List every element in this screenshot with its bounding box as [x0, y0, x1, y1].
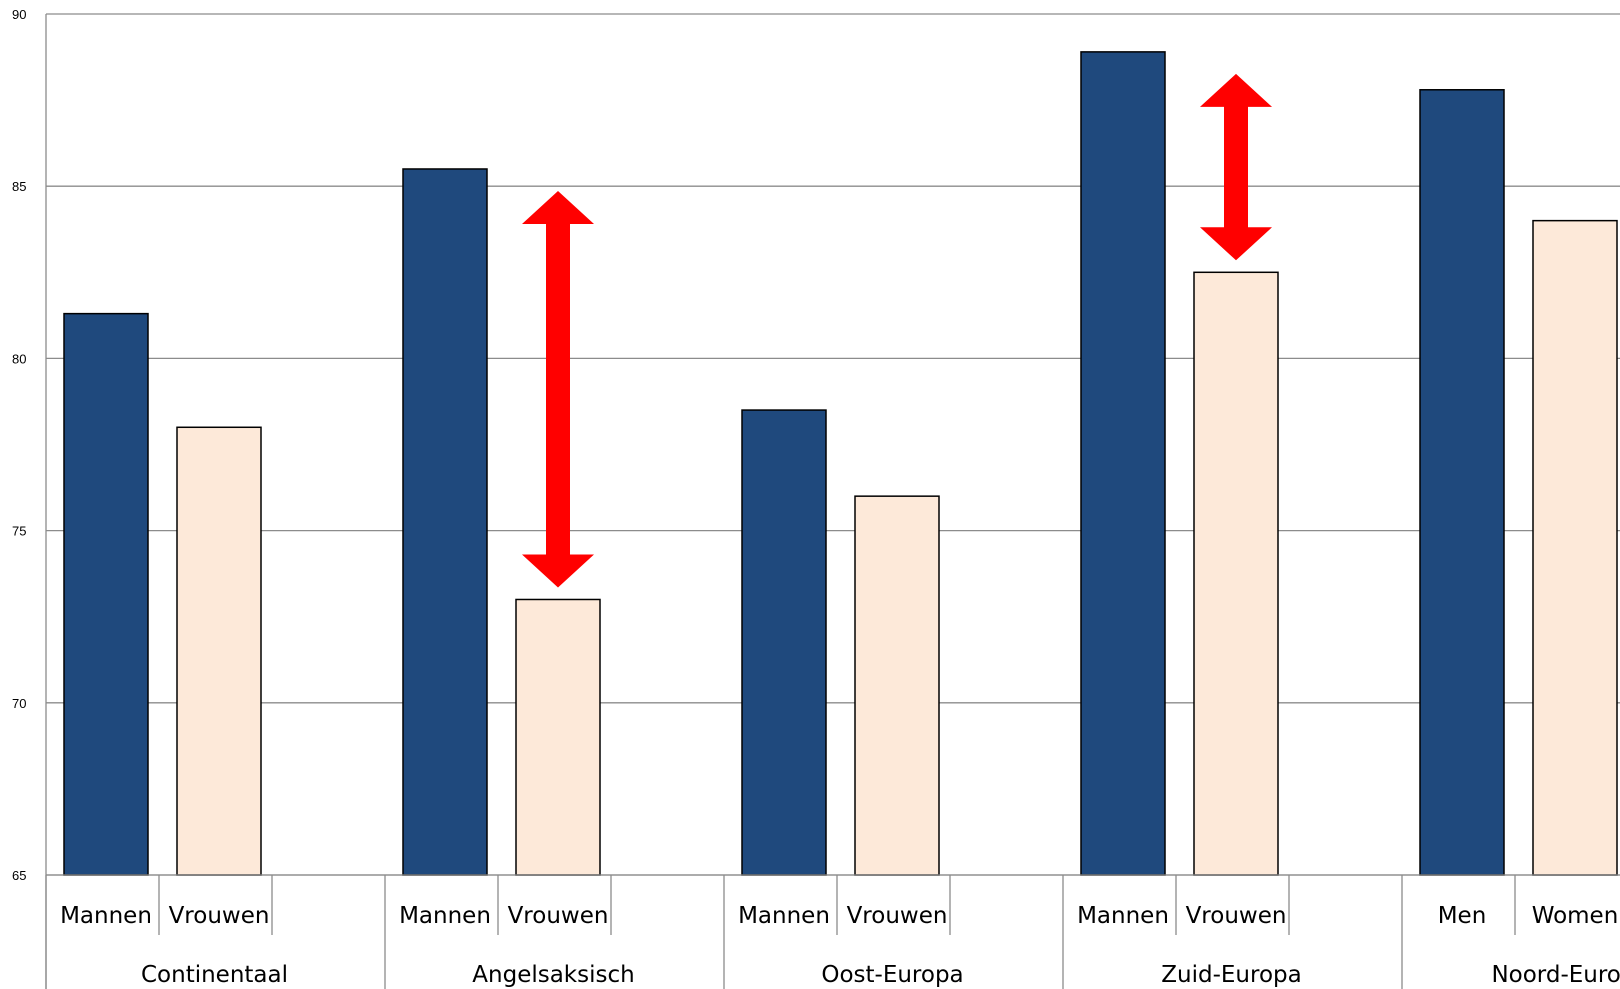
y-tick-label: 70: [12, 696, 26, 711]
group-label: Angelsaksisch: [472, 962, 634, 988]
bar-women: [1532, 219, 1618, 876]
bar-men: [741, 409, 827, 876]
grid-lines: [46, 13, 1620, 876]
category-label: Men: [1438, 903, 1487, 929]
category-label: Mannen: [1077, 903, 1169, 929]
group-label: Oost-Europa: [821, 962, 963, 988]
bar-women: [515, 598, 601, 876]
category-label: Vrouwen: [847, 903, 948, 929]
category-label: Mannen: [60, 903, 152, 929]
group-label: Continentaal: [141, 962, 288, 988]
y-tick-label: 75: [12, 524, 26, 539]
category-label: Women: [1532, 903, 1619, 929]
category-label: Mannen: [399, 903, 491, 929]
bar-men: [402, 168, 488, 876]
y-tick-label: 65: [12, 868, 26, 883]
bar-women: [854, 495, 940, 876]
bar-men: [63, 312, 149, 876]
bar-women: [1193, 271, 1279, 876]
bars: [63, 51, 1618, 876]
category-label: Vrouwen: [1186, 903, 1287, 929]
category-label: Vrouwen: [508, 903, 609, 929]
category-label: Vrouwen: [169, 903, 270, 929]
bar-men: [1419, 89, 1505, 876]
x-axis: Mannen Vrouwen Continentaal Mannen Vrouwen An…: [45, 874, 1620, 989]
group-label: Noord-Europa: [1491, 962, 1620, 988]
gap-arrows: [522, 73, 1272, 588]
gap-arrow-icon: [1200, 73, 1272, 261]
bar-women: [176, 426, 262, 876]
group-label: Zuid-Europa: [1161, 962, 1301, 988]
category-label: Mannen: [738, 903, 830, 929]
y-tick-label: 85: [12, 179, 26, 194]
y-tick-label: 90: [12, 7, 26, 22]
y-axis: 90 85 80 75 70 65: [12, 7, 47, 989]
gap-arrow-icon: [522, 190, 594, 588]
y-tick-label: 80: [12, 351, 26, 366]
bar-men: [1080, 51, 1166, 876]
